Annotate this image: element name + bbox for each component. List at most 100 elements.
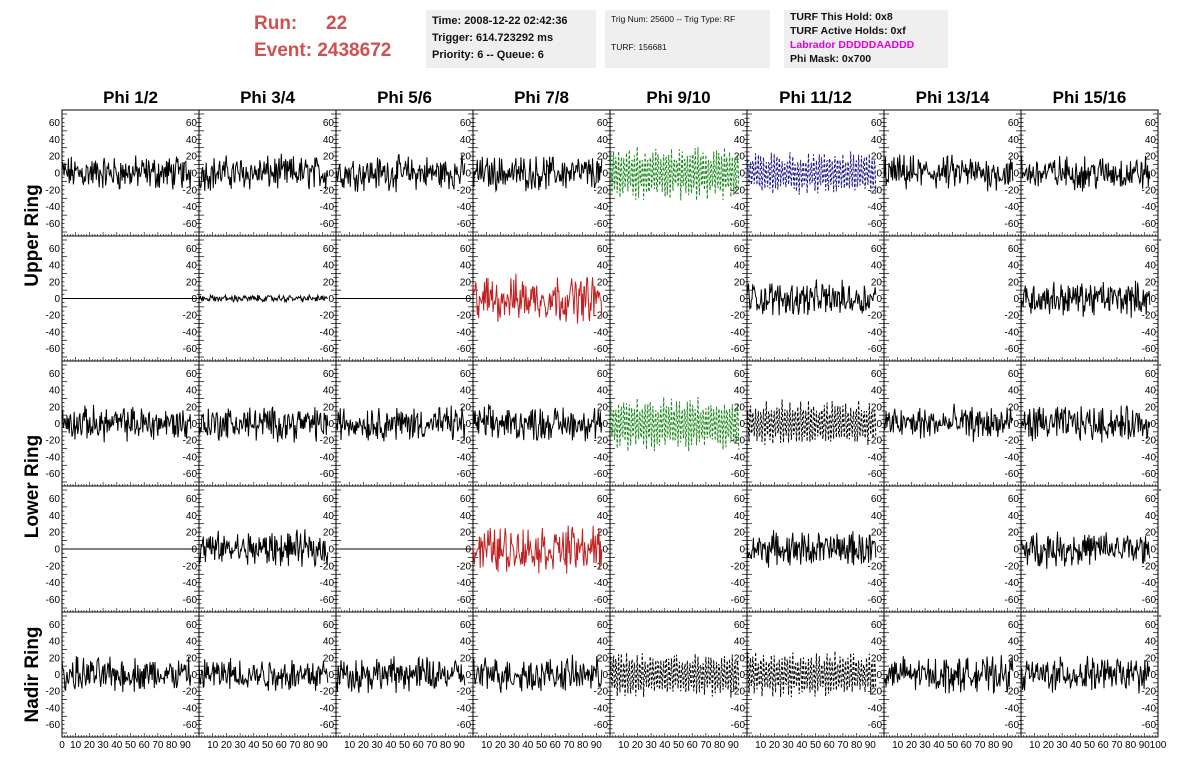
y-tick-label: -60 bbox=[1142, 219, 1157, 230]
y-tick-label: 0 bbox=[602, 670, 608, 681]
y-tick-label: 60 bbox=[871, 620, 883, 631]
y-tick-label: 20 bbox=[871, 653, 883, 664]
y-tick-label: -20 bbox=[457, 311, 472, 322]
y-tick-label: -60 bbox=[1005, 344, 1020, 355]
x-tick-label: 10 bbox=[618, 740, 630, 751]
y-tick-label: 20 bbox=[597, 277, 609, 288]
y-tick-label: 40 bbox=[871, 261, 883, 272]
y-tick-label: 0 bbox=[191, 419, 197, 430]
waveform-line bbox=[198, 293, 328, 304]
x-tick-label: 50 bbox=[262, 740, 274, 751]
y-tick-label: 0 bbox=[876, 169, 882, 180]
y-tick-label: -20 bbox=[320, 311, 335, 322]
y-tick-label: -40 bbox=[183, 327, 198, 338]
waveform-line bbox=[1020, 280, 1151, 318]
panel-frame bbox=[609, 485, 748, 613]
y-tick-label: 0 bbox=[602, 169, 608, 180]
y-tick-label: 0 bbox=[54, 545, 60, 556]
x-tick-label: 40 bbox=[1070, 740, 1082, 751]
y-tick-label: 0 bbox=[191, 670, 197, 681]
y-tick-label: -40 bbox=[594, 703, 609, 714]
y-tick-label: 40 bbox=[323, 261, 335, 272]
y-tick-label: 0 bbox=[876, 294, 882, 305]
x-tick-label: 20 bbox=[84, 740, 96, 751]
y-tick-label: 0 bbox=[602, 419, 608, 430]
y-tick-label: -20 bbox=[1142, 561, 1157, 572]
x-tick-label: 40 bbox=[796, 740, 808, 751]
column-title: Phi 7/8 bbox=[514, 88, 569, 107]
y-tick-label: 40 bbox=[186, 511, 198, 522]
y-tick-label: -40 bbox=[731, 578, 746, 589]
y-tick-label: 0 bbox=[328, 419, 334, 430]
y-tick-label: -60 bbox=[183, 344, 198, 355]
y-tick-label: 0 bbox=[876, 419, 882, 430]
y-tick-label: 40 bbox=[1145, 637, 1157, 648]
y-tick-label: 0 bbox=[602, 545, 608, 556]
y-tick-label: -60 bbox=[457, 595, 472, 606]
y-tick-label: 40 bbox=[871, 511, 883, 522]
x-tick-label: 70 bbox=[974, 740, 986, 751]
y-tick-label: -40 bbox=[457, 202, 472, 213]
waveform-line bbox=[61, 656, 192, 693]
y-tick-label: 40 bbox=[186, 386, 198, 397]
y-tick-label: -20 bbox=[46, 436, 61, 447]
turf-text: TURF: 156681 bbox=[611, 42, 667, 52]
y-tick-label: -60 bbox=[183, 720, 198, 731]
x-tick-label: 90 bbox=[865, 740, 877, 751]
y-tick-label: 60 bbox=[1008, 369, 1020, 380]
y-tick-label: -60 bbox=[731, 469, 746, 480]
y-tick-label: 40 bbox=[323, 511, 335, 522]
x-tick-label: 90 bbox=[1002, 740, 1014, 751]
y-tick-label: -40 bbox=[1005, 578, 1020, 589]
y-tick-label: 60 bbox=[1145, 118, 1157, 129]
x-tick-label: 50 bbox=[1084, 740, 1096, 751]
y-tick-label: 60 bbox=[323, 118, 335, 129]
y-tick-label: -40 bbox=[868, 327, 883, 338]
y-tick-label: -60 bbox=[320, 469, 335, 480]
y-tick-label: -60 bbox=[46, 720, 61, 731]
y-tick-label: -40 bbox=[594, 578, 609, 589]
x-tick-label: 30 bbox=[372, 740, 384, 751]
y-tick-label: 0 bbox=[465, 294, 471, 305]
y-tick-label: 20 bbox=[323, 277, 335, 288]
y-tick-label: 40 bbox=[1008, 511, 1020, 522]
y-tick-label: -40 bbox=[457, 327, 472, 338]
y-tick-label: 20 bbox=[597, 152, 609, 163]
waveform-line bbox=[472, 525, 603, 574]
y-tick-label: 0 bbox=[1150, 294, 1156, 305]
y-tick-label: 60 bbox=[49, 620, 61, 631]
y-tick-label: 20 bbox=[323, 528, 335, 539]
y-tick-label: -20 bbox=[46, 185, 61, 196]
y-tick-label: -20 bbox=[868, 561, 883, 572]
column-title: Phi 1/2 bbox=[103, 88, 158, 107]
y-tick-label: -40 bbox=[46, 703, 61, 714]
x-tick-label: 40 bbox=[111, 740, 123, 751]
y-tick-label: -20 bbox=[1005, 185, 1020, 196]
waveform-line bbox=[61, 155, 192, 190]
y-tick-label: -60 bbox=[868, 595, 883, 606]
y-tick-label: 40 bbox=[734, 261, 746, 272]
y-tick-label: 0 bbox=[465, 545, 471, 556]
y-tick-label: -60 bbox=[320, 344, 335, 355]
y-tick-label: 0 bbox=[191, 169, 197, 180]
y-tick-label: 20 bbox=[323, 152, 335, 163]
y-tick-label: 60 bbox=[49, 494, 61, 505]
waveform-line bbox=[883, 655, 1014, 695]
y-tick-label: 20 bbox=[323, 402, 335, 413]
y-tick-label: -40 bbox=[1142, 703, 1157, 714]
x-tick-label: 90 bbox=[317, 740, 329, 751]
y-tick-label: 20 bbox=[1145, 277, 1157, 288]
y-tick-label: 20 bbox=[597, 402, 609, 413]
y-tick-label: 60 bbox=[460, 369, 472, 380]
y-tick-label: 40 bbox=[597, 135, 609, 146]
waveform-line bbox=[472, 404, 603, 442]
y-tick-label: -20 bbox=[594, 185, 609, 196]
y-tick-label: -60 bbox=[457, 720, 472, 731]
y-tick-label: 20 bbox=[597, 653, 609, 664]
y-tick-label: -60 bbox=[46, 469, 61, 480]
y-tick-label: 60 bbox=[1008, 244, 1020, 255]
run-label: Run: bbox=[254, 13, 298, 34]
event-value: 2438672 bbox=[317, 40, 392, 61]
x-tick-label: 80 bbox=[1125, 740, 1137, 751]
